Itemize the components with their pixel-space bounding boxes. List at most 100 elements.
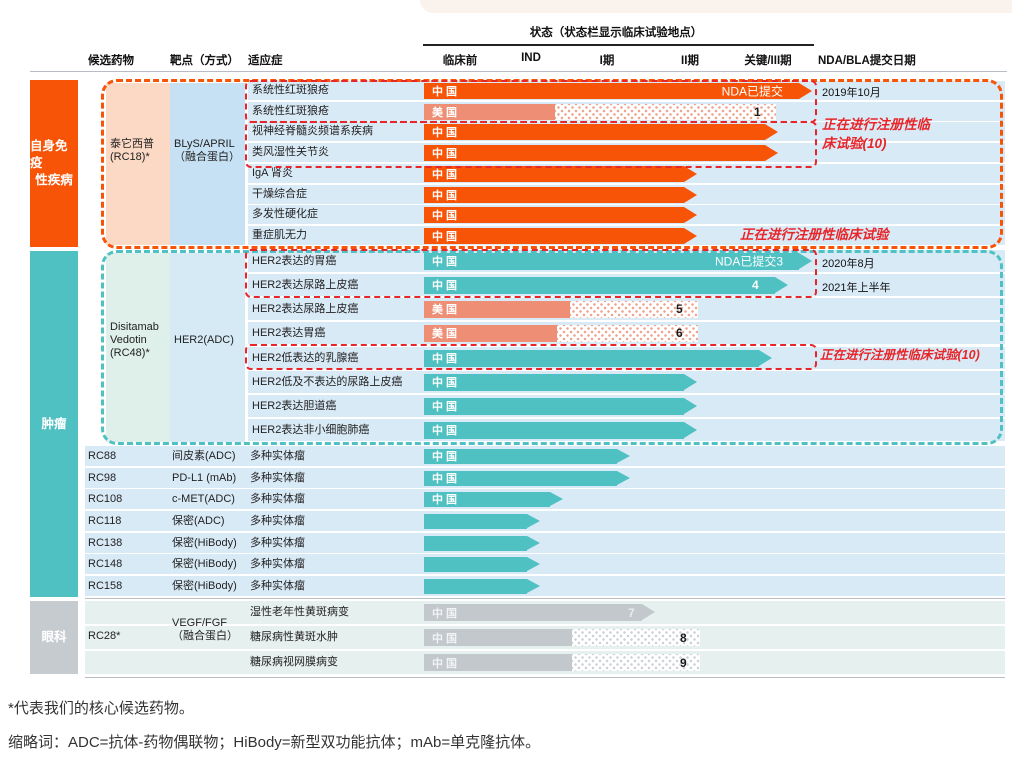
- phase-bar: 中国: [424, 491, 550, 507]
- footnote-marker: 5: [676, 302, 683, 316]
- phase-bar: 美国: [424, 103, 555, 120]
- phase-bar-arrowhead: [684, 227, 697, 244]
- status-column-title: 状态（状态栏显示临床试验地点）: [529, 27, 703, 39]
- candidate-name-line: (RC18)*: [110, 151, 150, 163]
- indication-label: 多种实体瘤: [250, 557, 305, 570]
- phase-bar: 中国 NDA已提交3: [424, 252, 799, 270]
- trial-region-label: 中国: [432, 494, 460, 506]
- target-name-line: HER2(ADC): [174, 334, 234, 346]
- target-name: PD-L1 (mAb): [172, 471, 237, 484]
- target-name: 保密(HiBody): [172, 579, 237, 592]
- indication-label: 多种实体瘤: [250, 449, 305, 462]
- trial-region-label: 美国: [432, 106, 460, 119]
- candidate-cell: [106, 253, 170, 442]
- candidate-name: RC88: [88, 449, 117, 462]
- indication-label: 糖尿病性黄斑水肿: [250, 631, 338, 643]
- indication-label: HER2表达的胃癌: [252, 254, 337, 267]
- indication-label: HER2表达尿路上皮癌: [252, 302, 359, 315]
- phase-bar-arrowhead: [684, 373, 697, 390]
- trial-region-label: 中国: [432, 168, 460, 181]
- footnote-marker: 9: [680, 655, 687, 670]
- trial-region-label: 中国: [432, 657, 460, 670]
- submission-date: 2020年8月: [822, 257, 875, 270]
- registrational-trial-note: 正在进行注册性临床试验(10): [822, 115, 930, 153]
- indication-label: 糖尿病视网膜病变: [250, 656, 338, 668]
- candidate-name: RC158: [88, 579, 123, 592]
- candidate-name: RC108: [88, 492, 123, 505]
- category-oncology: 肿瘤: [30, 251, 78, 597]
- trial-region-label: 中国: [432, 126, 460, 139]
- nda-status-label: NDA已提交: [721, 84, 783, 98]
- trial-region-label: 中国: [432, 189, 460, 202]
- category-label: 肿瘤: [41, 416, 67, 431]
- trial-region-label: 中国: [432, 147, 460, 160]
- candidate-name: RC148: [88, 557, 123, 570]
- phase-bar: 中国: [424, 206, 684, 223]
- trial-region-label: 中国: [432, 230, 460, 243]
- divider-line: [30, 71, 1007, 72]
- indication-label: 多种实体瘤: [250, 471, 305, 484]
- trial-region-label: 中国: [432, 607, 460, 620]
- candidate-name: Disitamab Vedotin (RC48)*: [110, 321, 159, 360]
- target-name: 间皮素(ADC): [172, 449, 236, 462]
- planned-phase-bar: [557, 324, 698, 342]
- phase-bar: [424, 556, 527, 572]
- indication-label: 多种实体瘤: [250, 514, 305, 527]
- candidate-cell: [106, 83, 170, 245]
- trial-region-label: 中国: [432, 377, 460, 389]
- indication-label: IgA 肾炎: [252, 167, 293, 179]
- candidate-name-line: Vedotin: [110, 334, 147, 346]
- phase-bar: [424, 513, 527, 529]
- pipeline-row: [85, 554, 1005, 574]
- indication-label: 系统性红斑狼疮: [252, 105, 329, 117]
- target-cell: [170, 83, 245, 245]
- phase-bar-arrowhead: [550, 491, 563, 506]
- registrational-trial-note: 正在进行注册性临床试验(10): [820, 348, 980, 363]
- phase-bar-arrowhead: [684, 397, 697, 414]
- phase-bar: 中国: [424, 276, 775, 294]
- highlight-box-registrational: [245, 121, 817, 168]
- trial-region-label: 中国: [432, 425, 460, 437]
- target-name: 保密(HiBody): [172, 557, 237, 570]
- registrational-trial-note-line: 正在进行注册性临床试验(10): [820, 348, 980, 362]
- indication-label: 视神经脊髓炎频谱系疾病: [252, 125, 373, 137]
- trial-region-label: 中国: [432, 256, 460, 268]
- phase-bar-arrowhead: [775, 276, 788, 293]
- status-title-underline: [423, 44, 814, 46]
- nda-status-label: NDA已提交3: [714, 254, 783, 269]
- phase-bar-arrowhead: [759, 349, 772, 366]
- category-label: 自身免疫: [30, 139, 68, 170]
- planned-phase-bar: [555, 103, 776, 120]
- trial-region-label: 中国: [432, 632, 460, 645]
- column-header-preclinical: 临床前: [442, 55, 478, 67]
- phase-bar: 中国 NDA已提交: [424, 82, 799, 99]
- phase-bar: 中国: [424, 186, 684, 203]
- candidate-name-line: 泰它西普: [110, 138, 154, 150]
- candidate-name-line: (RC48)*: [110, 347, 150, 359]
- trial-region-label: 中国: [432, 280, 460, 292]
- target-name-line: VEGF/FGF: [172, 617, 227, 629]
- column-header-indication: 适应症: [248, 55, 283, 67]
- phase-bar: 中国: [424, 421, 684, 439]
- phase-bar: 中国: [424, 629, 572, 646]
- highlight-box-group: [101, 250, 1003, 445]
- indication-label: 类风湿性关节炎: [252, 146, 329, 158]
- phase-bar-arrowhead: [617, 448, 630, 463]
- target-name: c-MET(ADC): [172, 492, 235, 505]
- planned-phase-bar: [572, 629, 700, 646]
- column-header-nda-date: NDA/BLA提交日期: [818, 55, 916, 67]
- trial-region-label: 中国: [432, 401, 460, 413]
- indication-label: HER2低表达的乳腺癌: [252, 351, 359, 364]
- indication-label: HER2表达胆道癌: [252, 399, 337, 412]
- trial-region-label: 中国: [432, 209, 460, 222]
- phase-bar-arrowhead: [527, 556, 540, 571]
- footnote-marker: 4: [752, 278, 759, 292]
- phase-bar: 中国: [424, 144, 765, 161]
- trial-region-label: 美国: [432, 328, 460, 340]
- phase-bar-arrowhead: [799, 252, 812, 269]
- column-header-ind: IND: [521, 52, 541, 64]
- footnote-marker: 6: [676, 326, 683, 340]
- candidate-name: 泰它西普 (RC18)*: [110, 138, 154, 164]
- footnote-core-candidates: *代表我们的核心候选药物。: [8, 700, 194, 717]
